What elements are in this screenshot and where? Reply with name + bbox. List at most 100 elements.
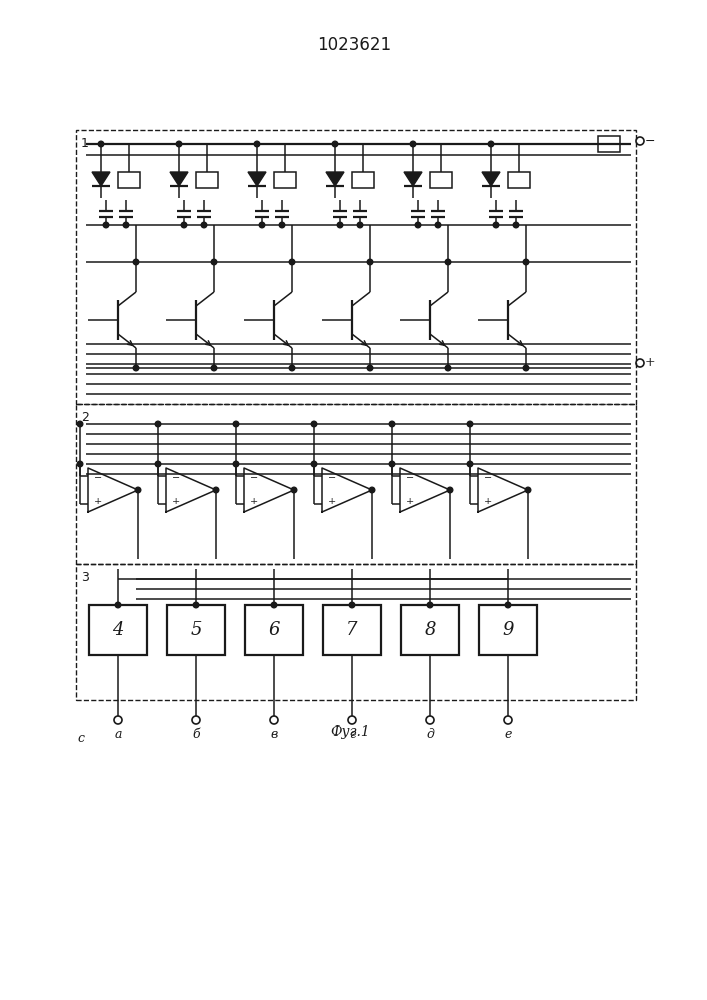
Text: г: г [349,728,355,740]
Text: 2: 2 [81,411,89,424]
Circle shape [367,259,373,265]
Circle shape [467,421,473,427]
Text: +: + [406,496,414,506]
Circle shape [115,602,121,608]
Bar [167,605,225,655]
Polygon shape [482,172,500,186]
Bar [598,136,620,152]
Text: −: − [250,475,258,484]
Text: −: − [645,134,655,147]
Circle shape [135,487,141,493]
Text: 4: 4 [112,621,124,639]
Polygon shape [248,172,266,186]
Circle shape [525,487,531,493]
Text: 9: 9 [502,621,514,639]
Circle shape [98,141,104,147]
Circle shape [214,487,218,493]
Circle shape [123,222,129,228]
Text: 6: 6 [268,621,280,639]
Circle shape [448,487,452,493]
Circle shape [357,222,363,228]
Circle shape [337,222,343,228]
Circle shape [389,421,395,427]
Circle shape [176,141,182,147]
Circle shape [259,222,265,228]
Text: −: − [406,475,414,484]
Circle shape [311,461,317,467]
Text: +: + [484,496,492,506]
Text: 7: 7 [346,621,358,639]
Circle shape [410,141,416,147]
Circle shape [445,259,451,265]
Bar [76,564,636,700]
Bar [274,172,296,188]
Text: 1023621: 1023621 [317,36,391,54]
Bar [401,605,459,655]
Circle shape [523,365,529,371]
Text: в: в [270,728,278,740]
Polygon shape [404,172,422,186]
Circle shape [513,222,519,228]
Text: д: д [426,728,434,740]
Circle shape [133,259,139,265]
Circle shape [506,602,510,608]
Bar [245,605,303,655]
Text: −: − [328,475,336,484]
Bar [76,130,636,404]
Circle shape [211,259,217,265]
Circle shape [156,461,160,467]
Circle shape [427,602,433,608]
Circle shape [279,222,285,228]
Bar [430,172,452,188]
Circle shape [181,222,187,228]
Text: −: − [484,475,492,484]
Circle shape [493,222,499,228]
Bar [118,172,140,188]
Bar [508,172,530,188]
Circle shape [133,365,139,371]
Circle shape [311,421,317,427]
Circle shape [445,365,451,371]
Bar [76,404,636,564]
Polygon shape [170,172,188,186]
Circle shape [467,461,473,467]
Text: +: + [328,496,336,506]
Bar [89,605,147,655]
Circle shape [349,602,355,608]
Text: −: − [94,475,102,484]
Circle shape [489,141,493,147]
Text: −: − [172,475,180,484]
Text: а: а [115,728,122,740]
Circle shape [77,421,83,427]
Text: б: б [192,728,200,740]
Bar [196,172,218,188]
Circle shape [291,487,297,493]
Circle shape [233,461,239,467]
Circle shape [367,365,373,371]
Bar [479,605,537,655]
Circle shape [523,259,529,265]
Circle shape [233,421,239,427]
Text: Фуг.1: Фуг.1 [330,725,370,739]
Circle shape [369,487,375,493]
Bar [352,172,374,188]
Circle shape [193,602,199,608]
Circle shape [156,421,160,427]
Circle shape [436,222,440,228]
Text: с: с [78,732,85,744]
Circle shape [211,365,217,371]
Circle shape [201,222,207,228]
Text: +: + [250,496,258,506]
Text: +: + [645,357,655,369]
Circle shape [255,141,259,147]
Circle shape [77,461,83,467]
Bar [323,605,381,655]
Circle shape [389,461,395,467]
Text: 3: 3 [81,571,89,584]
Text: 1: 1 [81,137,89,150]
Text: 5: 5 [190,621,201,639]
Text: е: е [504,728,512,740]
Circle shape [332,141,338,147]
Circle shape [289,365,295,371]
Text: +: + [172,496,180,506]
